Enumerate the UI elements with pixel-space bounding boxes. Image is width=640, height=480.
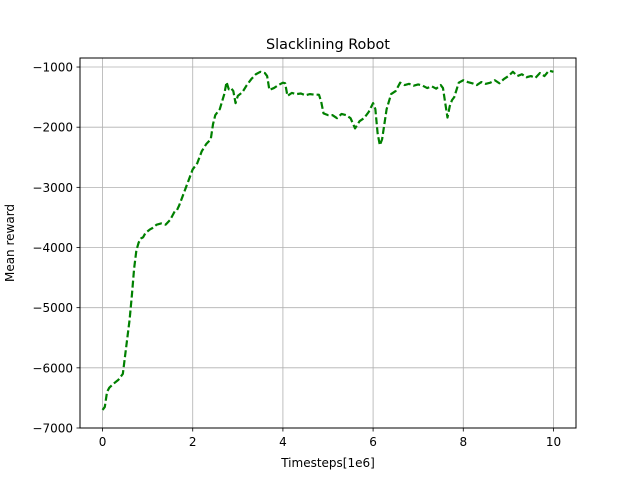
y-tick-label: −6000 bbox=[32, 361, 73, 375]
series-layer bbox=[101, 69, 554, 411]
x-axis-label: Timesteps[1e6] bbox=[280, 456, 375, 470]
y-tick-label: −7000 bbox=[32, 422, 73, 436]
chart-title: Slacklining Robot bbox=[266, 37, 390, 53]
x-tick-label: 6 bbox=[369, 435, 377, 449]
y-axis-label: Mean reward bbox=[3, 204, 17, 282]
x-tick-label: 2 bbox=[189, 435, 197, 449]
y-tick-label: −5000 bbox=[32, 301, 73, 315]
y-tick-label: −1000 bbox=[32, 61, 73, 75]
y-tick-label: −2000 bbox=[32, 121, 73, 135]
x-tick-label: 4 bbox=[279, 435, 287, 449]
axis-ticks: 0 2 4 6 8 10 −7000 −6000 −5000 −4000 −3000 −2000 −10… bbox=[32, 61, 561, 449]
x-tick-label: 10 bbox=[546, 435, 561, 449]
y-tick-label: −4000 bbox=[32, 241, 73, 255]
series-line bbox=[101, 69, 554, 411]
x-tick-label: 8 bbox=[459, 435, 467, 449]
grid-lines bbox=[80, 58, 576, 429]
x-tick-label: 0 bbox=[99, 435, 107, 449]
y-tick-label: −3000 bbox=[32, 181, 73, 195]
plot-frame bbox=[79, 57, 577, 429]
